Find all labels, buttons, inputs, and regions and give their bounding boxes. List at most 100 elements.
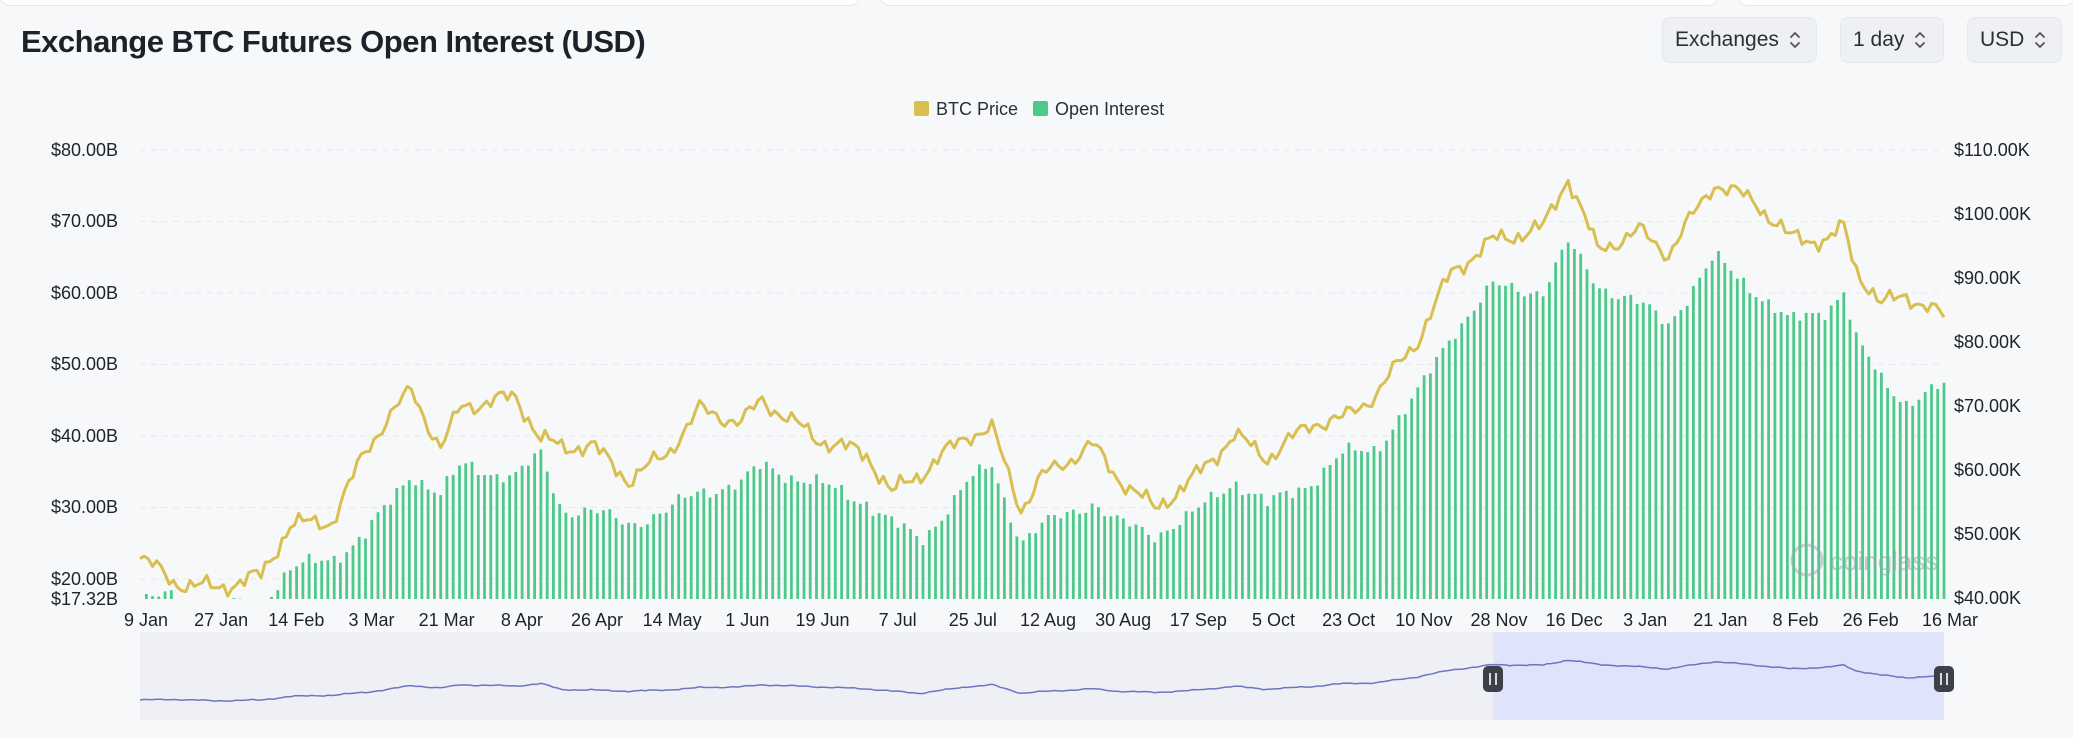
open-interest-bar[interactable] (1641, 302, 1645, 599)
open-interest-bar[interactable] (1566, 242, 1570, 599)
open-interest-bar[interactable] (1272, 495, 1276, 599)
open-interest-bar[interactable] (1429, 373, 1432, 599)
open-interest-bar[interactable] (1416, 387, 1420, 599)
open-interest-bar[interactable] (151, 596, 154, 599)
open-interest-bar[interactable] (157, 596, 161, 600)
open-interest-bar[interactable] (1284, 490, 1288, 599)
navigator-handle-right[interactable] (1934, 666, 1954, 692)
open-interest-bar[interactable] (407, 480, 411, 599)
open-interest-bar[interactable] (351, 545, 355, 599)
open-interest-bar[interactable] (1623, 295, 1626, 599)
open-interest-bar[interactable] (483, 475, 486, 599)
open-interest-bar[interactable] (1823, 320, 1827, 599)
open-interest-bar[interactable] (746, 471, 749, 599)
open-interest-bar[interactable] (314, 562, 317, 599)
open-interest-bar[interactable] (1253, 494, 1257, 599)
open-interest-bar[interactable] (270, 597, 273, 599)
open-interest-bar[interactable] (426, 489, 430, 600)
open-interest-bar[interactable] (445, 476, 449, 599)
open-interest-bar[interactable] (1403, 414, 1407, 599)
open-interest-bar[interactable] (527, 465, 530, 599)
open-interest-bar[interactable] (1616, 299, 1620, 599)
open-interest-bar[interactable] (1228, 488, 1232, 599)
open-interest-bar[interactable] (1065, 512, 1069, 599)
open-interest-bar[interactable] (677, 494, 681, 599)
open-interest-bar[interactable] (840, 485, 843, 599)
open-interest-bar[interactable] (1804, 312, 1808, 599)
open-interest-bar[interactable] (990, 467, 994, 599)
open-interest-bar[interactable] (1297, 487, 1301, 599)
open-interest-bar[interactable] (1873, 369, 1877, 600)
open-interest-bar[interactable] (1128, 526, 1132, 600)
open-interest-bar[interactable] (1372, 446, 1376, 599)
open-interest-bar[interactable] (1034, 533, 1038, 599)
open-interest-bar[interactable] (664, 512, 668, 599)
open-interest-bar[interactable] (232, 598, 236, 599)
open-interest-bar[interactable] (1454, 338, 1457, 599)
open-interest-bar[interactable] (884, 514, 887, 599)
open-interest-bar[interactable] (1704, 268, 1708, 600)
open-interest-bar[interactable] (570, 517, 574, 599)
open-interest-bar[interactable] (1441, 347, 1445, 599)
open-interest-bar[interactable] (1209, 491, 1213, 599)
open-interest-bar[interactable] (877, 513, 881, 599)
open-interest-bar[interactable] (495, 474, 499, 599)
open-interest-bar[interactable] (1247, 493, 1251, 599)
open-interest-bar[interactable] (808, 484, 812, 599)
open-interest-bar[interactable] (1115, 515, 1119, 599)
open-interest-bar[interactable] (1554, 262, 1557, 599)
open-interest-bar[interactable] (545, 471, 549, 599)
open-interest-bar[interactable] (301, 562, 305, 600)
open-interest-bar[interactable] (633, 523, 637, 599)
open-interest-bar[interactable] (827, 484, 831, 599)
open-interest-bar[interactable] (1798, 320, 1802, 599)
open-interest-bar[interactable] (708, 497, 712, 599)
open-interest-bar[interactable] (395, 488, 399, 599)
open-interest-bar[interactable] (1291, 498, 1294, 599)
open-interest-bar[interactable] (1222, 493, 1226, 599)
open-interest-bar[interactable] (1867, 356, 1871, 599)
open-interest-bar[interactable] (1648, 304, 1651, 599)
open-interest-bar[interactable] (1140, 527, 1144, 599)
open-interest-bar[interactable] (771, 468, 775, 599)
open-interest-bar[interactable] (1848, 319, 1852, 599)
btc-price-line[interactable] (139, 179, 1946, 598)
open-interest-bar[interactable] (1341, 453, 1345, 599)
open-interest-bar[interactable] (865, 501, 868, 599)
open-interest-bar[interactable] (1360, 451, 1363, 599)
open-interest-bar[interactable] (765, 461, 768, 599)
open-interest-bar[interactable] (1410, 398, 1413, 599)
open-interest-bar[interactable] (1880, 372, 1883, 599)
open-interest-bar[interactable] (627, 522, 630, 599)
open-interest-bar[interactable] (1322, 467, 1326, 599)
open-interest-bar[interactable] (1573, 249, 1576, 599)
open-interest-bar[interactable] (1936, 389, 1940, 599)
open-interest-bar[interactable] (940, 520, 944, 599)
open-interest-bar[interactable] (1886, 387, 1889, 599)
open-interest-bar[interactable] (796, 481, 800, 600)
open-interest-bar[interactable] (1491, 281, 1495, 600)
open-interest-bar[interactable] (1930, 384, 1933, 599)
open-interest-bar[interactable] (1234, 481, 1238, 599)
open-interest-bar[interactable] (476, 475, 480, 599)
open-interest-bar[interactable] (1497, 285, 1501, 599)
open-interest-bar[interactable] (1917, 399, 1921, 599)
open-interest-bar[interactable] (420, 479, 424, 599)
open-interest-bar[interactable] (595, 513, 599, 599)
open-interest-bar[interactable] (1053, 515, 1056, 599)
open-interest-bar[interactable] (389, 504, 392, 599)
open-interest-bar[interactable] (1485, 285, 1489, 599)
open-interest-bar[interactable] (802, 482, 806, 599)
open-interest-bar[interactable] (1347, 442, 1351, 599)
open-interest-bar[interactable] (1748, 293, 1752, 599)
open-interest-bar[interactable] (952, 495, 956, 599)
open-interest-bar[interactable] (1147, 534, 1150, 599)
open-interest-bar[interactable] (1097, 507, 1100, 599)
open-interest-bar[interactable] (1660, 324, 1664, 599)
open-interest-bar[interactable] (1303, 488, 1307, 599)
open-interest-bar[interactable] (777, 474, 781, 599)
open-interest-bar[interactable] (1190, 511, 1194, 599)
open-interest-bar[interactable] (489, 475, 493, 599)
open-interest-bar[interactable] (1535, 291, 1539, 599)
navigator-handle-left[interactable] (1483, 666, 1503, 692)
